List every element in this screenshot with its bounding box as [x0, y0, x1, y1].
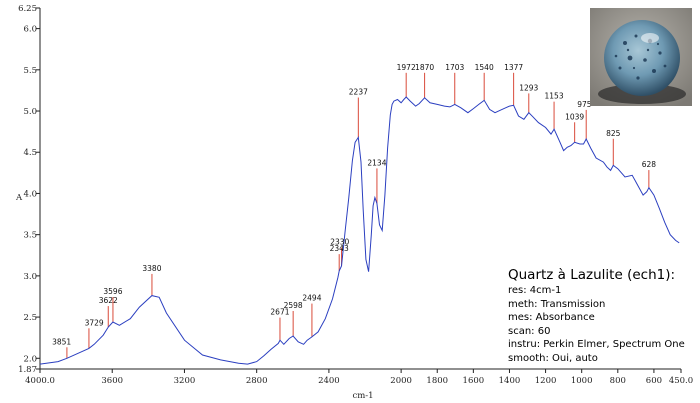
x-tick-label: 1800: [426, 376, 448, 386]
peak-label: 2671: [270, 308, 289, 317]
x-tick-label: 800: [610, 376, 626, 386]
info-smoothing: smooth: Oui, auto: [508, 352, 598, 364]
y-tick-label: 5.5: [23, 66, 37, 76]
peak-label: 1540: [475, 63, 494, 72]
x-tick-label: 2800: [246, 376, 268, 386]
y-tick-label: 6.0: [23, 25, 37, 35]
y-tick-label: 6.25: [18, 4, 37, 14]
x-axis-label: cm-1: [352, 391, 373, 401]
x-tick-label: 1200: [535, 376, 557, 386]
peak-label: 3851: [52, 337, 71, 346]
peak-label: 975: [577, 100, 592, 109]
peak-label: 1377: [504, 63, 523, 72]
axes: [39, 8, 681, 370]
y-axis-label: A: [15, 193, 23, 203]
lazulite-sphere-image: [590, 8, 692, 106]
peak-label: 2330: [330, 238, 349, 247]
peak-label: 3380: [142, 264, 161, 273]
y-tick-label: 4.0: [23, 189, 37, 199]
x-tick-label: 1400: [499, 376, 521, 386]
info-resolution: res: 4cm-1: [508, 285, 562, 296]
peak-label: 2134: [367, 158, 386, 167]
peak-markers: [66, 72, 650, 359]
x-tick-label: 2400: [318, 376, 340, 386]
sample-photo: [590, 8, 692, 106]
info-scans: scan: 60: [508, 325, 551, 337]
peak-label: 825: [606, 129, 621, 138]
x-tick-label: 450.0: [669, 376, 693, 386]
peak-label: 1153: [545, 92, 564, 101]
sample-title: Quartz à Lazulite (ech1):: [508, 267, 676, 283]
y-tick-label: 4.5: [23, 148, 37, 158]
y-tick-label: 2.5: [23, 313, 37, 323]
peak-label: 2494: [302, 294, 321, 303]
info-measurement: mes: Absorbance: [508, 312, 595, 323]
y-tick-label: 3.5: [23, 231, 37, 241]
peak-label: 3596: [103, 287, 122, 296]
absorbance-series-line: [39, 96, 680, 365]
y-tick-label: 2.0: [23, 354, 37, 364]
info-method: meth: Transmission: [508, 298, 606, 310]
peak-label: 2237: [349, 88, 368, 97]
x-tick-label: 1000: [571, 376, 593, 386]
x-tick-label: 2000: [390, 376, 412, 386]
peak-label: 2598: [284, 301, 303, 310]
x-tick-label: 3200: [174, 376, 196, 386]
x-tick-label: 1600: [463, 376, 485, 386]
peak-label: 3729: [85, 318, 104, 327]
peak-label: 1293: [519, 83, 538, 92]
info-instrument: instru: Perkin Elmer, Spectrum One: [508, 339, 685, 350]
peak-label: 3622: [99, 296, 118, 305]
y-tick-label: 1.87: [18, 365, 37, 375]
peak-label: 1039: [565, 112, 584, 121]
ticks: 1.872.0 2.5 3.0 3.5 4.0 4.5 5.0 5.5 6.0 6.25 4000.…: [18, 4, 693, 386]
y-tick-label: 5.0: [23, 107, 37, 117]
x-tick-label: 3600: [101, 376, 123, 386]
y-tick-label: 3.0: [23, 272, 37, 282]
peak-label: 1703: [445, 63, 464, 72]
peak-label: 1870: [415, 63, 434, 72]
peak-label: 2343: [330, 244, 349, 253]
x-tick-label: 600: [646, 376, 662, 386]
x-tick-label: 4000.0: [25, 376, 55, 386]
sample-info-panel: Quartz à Lazulite (ech1): res: 4cm-1 met…: [508, 267, 698, 365]
peak-label: 1972: [397, 63, 416, 72]
peak-label: 628: [642, 160, 657, 169]
